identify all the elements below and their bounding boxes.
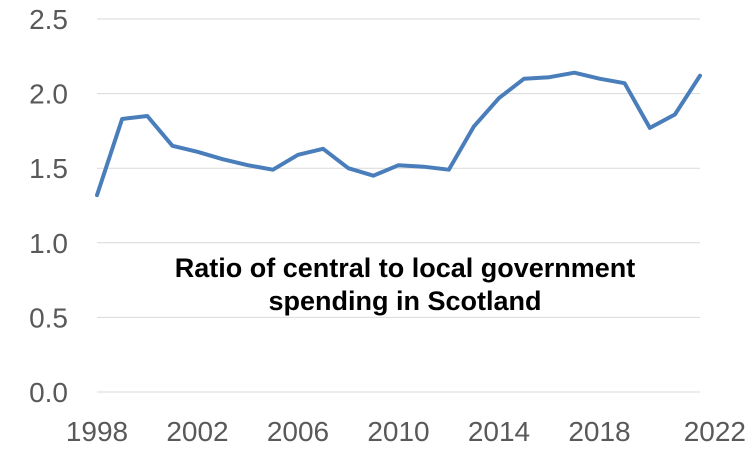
y-tick-label: 0.5 <box>29 302 68 333</box>
chart-title-line-2: spending in Scotland <box>268 286 541 316</box>
series-line-0 <box>95 70 702 198</box>
series-layer <box>95 70 702 198</box>
y-tick-label: 2.0 <box>29 79 68 110</box>
y-axis-ticks: 0.0 0.5 1.0 1.5 2.0 2.5 <box>29 4 68 408</box>
x-tick-label: 1998 <box>66 416 128 447</box>
x-tick-label: 2002 <box>166 416 228 447</box>
x-tick-label: 2018 <box>568 416 630 447</box>
x-axis-ticks: 1998 2002 2006 2010 2014 2018 2022 <box>66 416 746 447</box>
y-tick-label: 1.0 <box>29 228 68 259</box>
y-tick-label: 0.0 <box>29 377 68 408</box>
chart-title-line-1: Ratio of central to local government <box>175 253 636 283</box>
gridlines <box>97 18 700 393</box>
x-tick-label: 2014 <box>468 416 530 447</box>
x-tick-label: 2006 <box>267 416 329 447</box>
x-tick-label: 2010 <box>367 416 429 447</box>
y-tick-label: 1.5 <box>29 153 68 184</box>
x-tick-label: 2022 <box>684 416 746 447</box>
y-tick-label: 2.5 <box>29 4 68 35</box>
